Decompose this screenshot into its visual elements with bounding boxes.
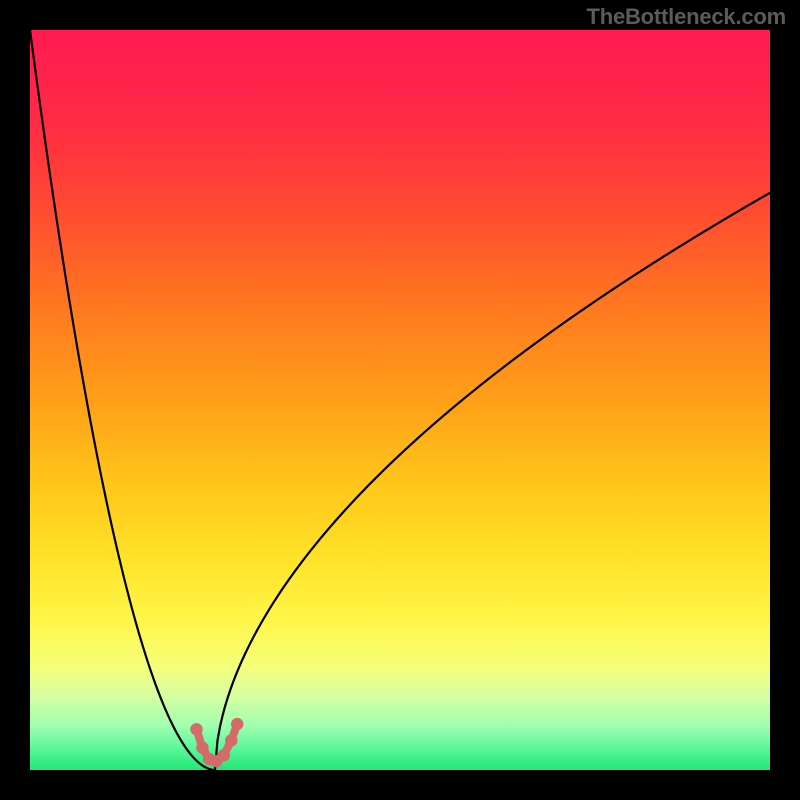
valley-marker-dot: [190, 723, 202, 735]
valley-marker-dot: [231, 718, 243, 730]
valley-marker-dot: [218, 749, 230, 761]
chart-background: [30, 30, 770, 770]
chart-frame: TheBottleneck.com: [0, 0, 800, 800]
bottleneck-chart: [30, 30, 770, 770]
valley-marker-dot: [196, 742, 208, 754]
watermark-text: TheBottleneck.com: [586, 4, 786, 30]
valley-marker-dot: [225, 734, 237, 746]
